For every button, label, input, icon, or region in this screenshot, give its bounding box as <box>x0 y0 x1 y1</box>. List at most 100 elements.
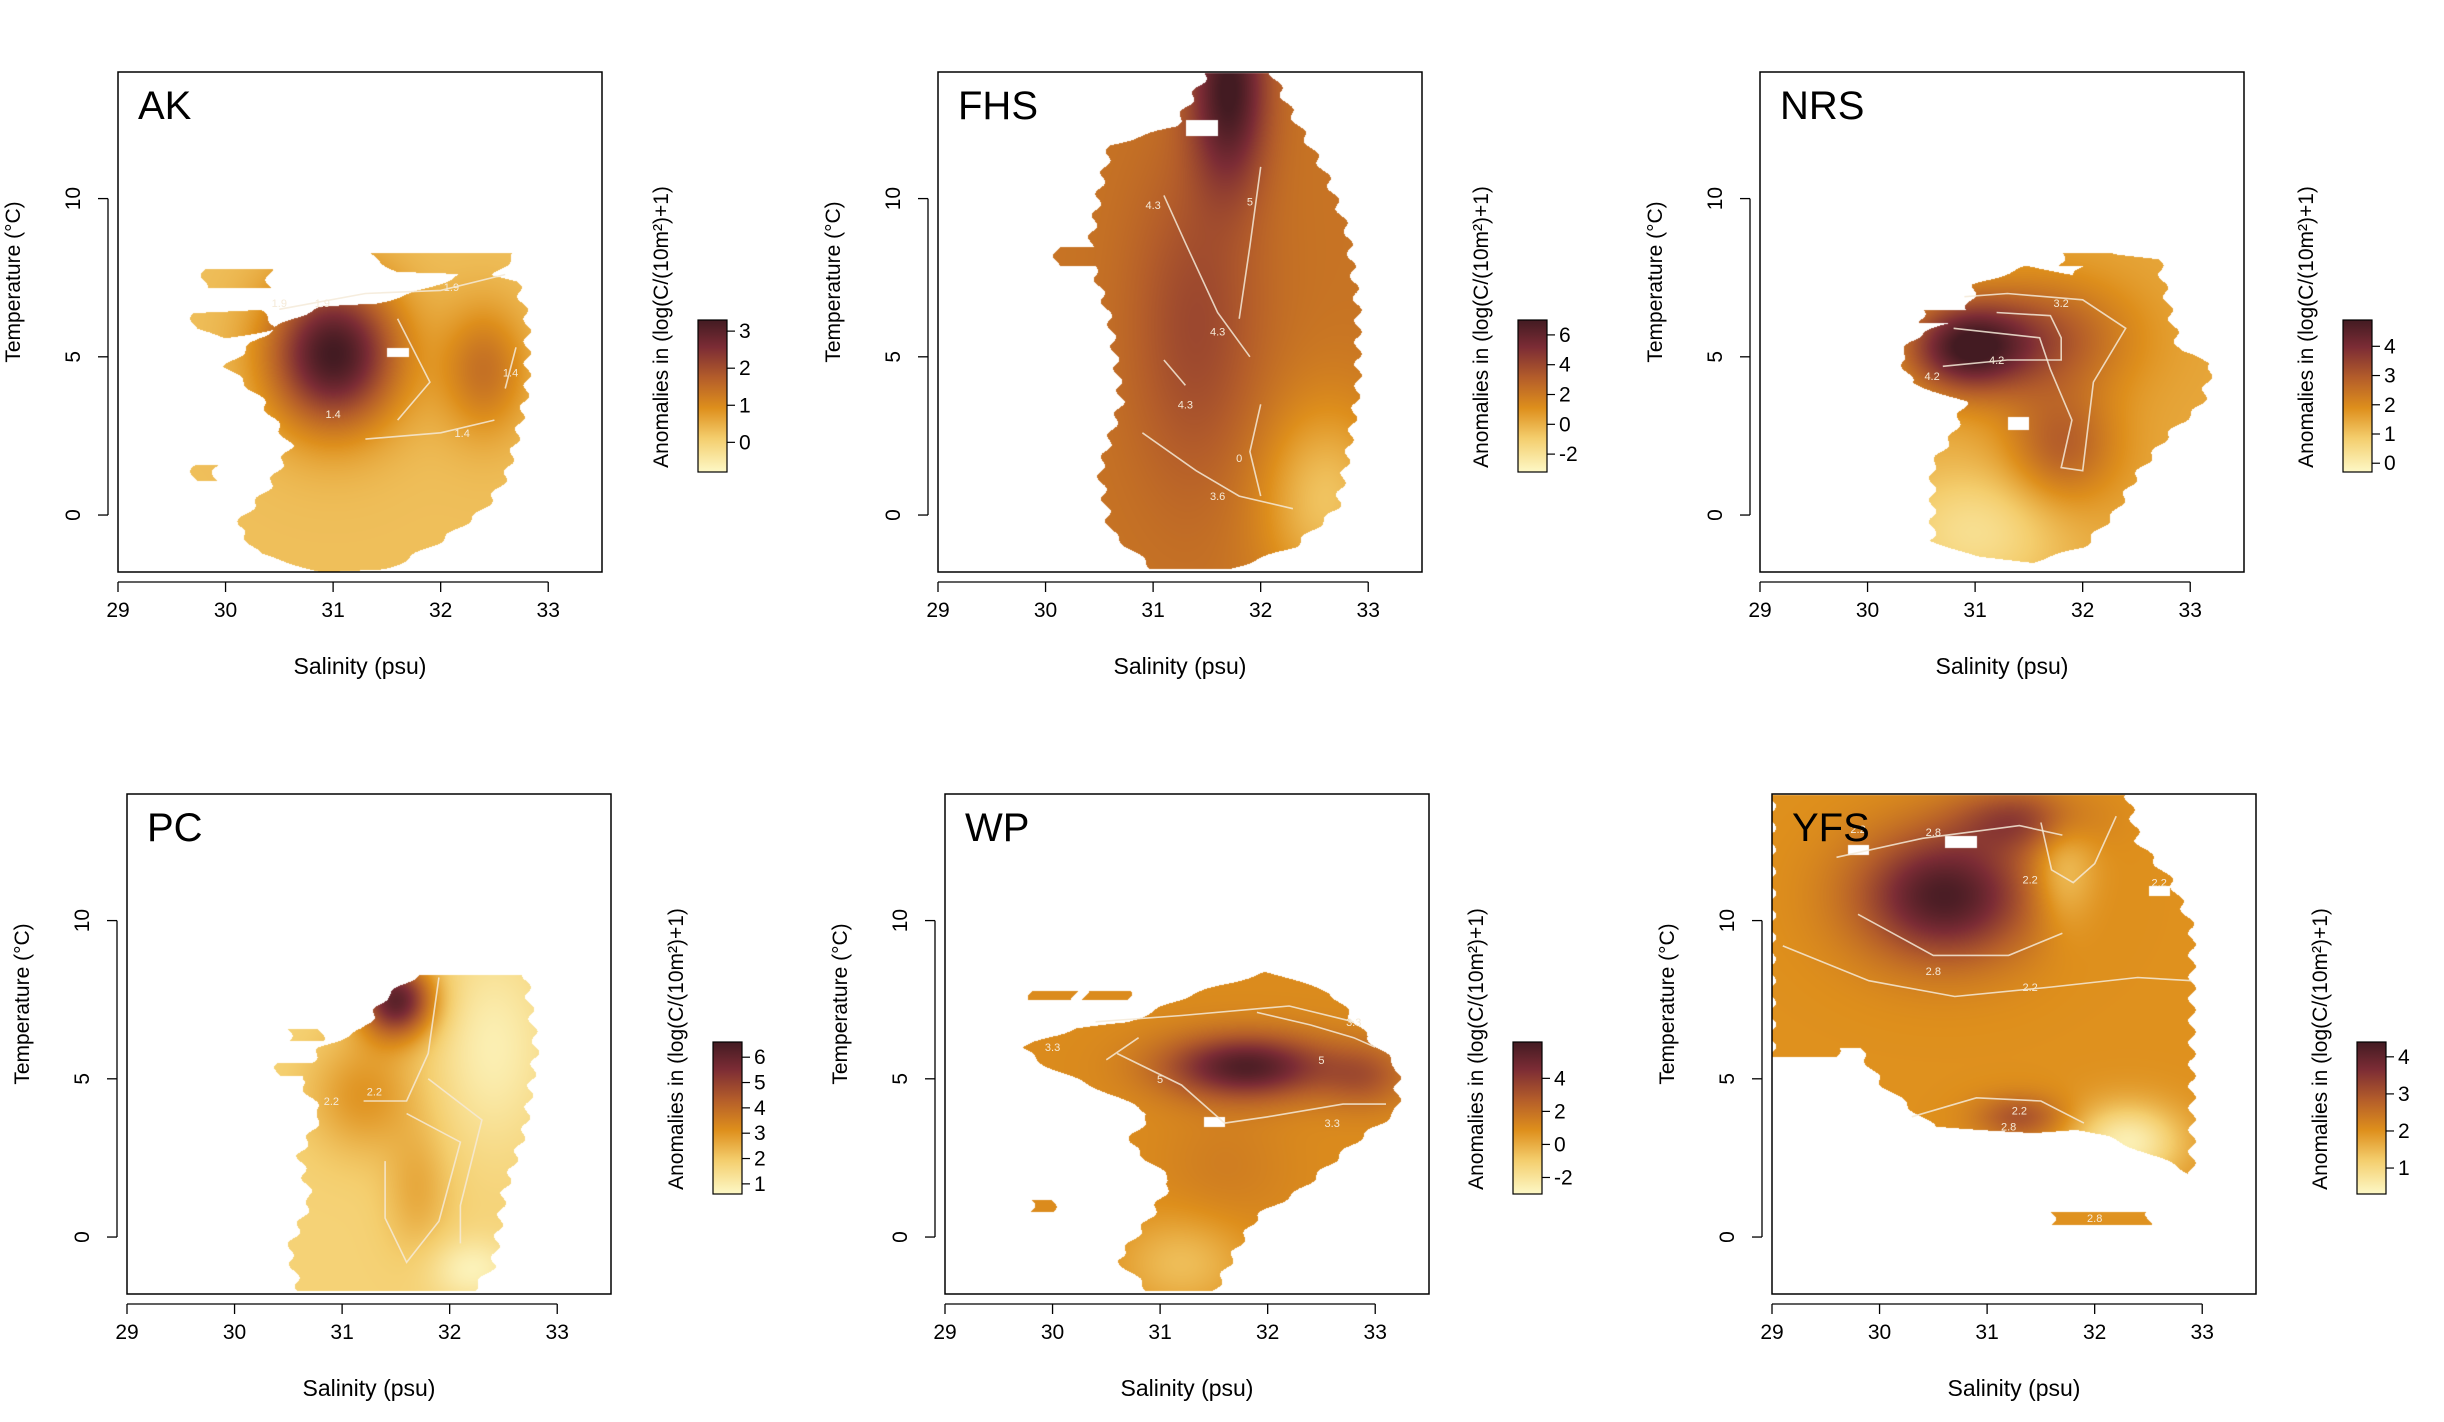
colorbar-title: Anomalies in (log(C/(10m²)+1) <box>665 908 688 1190</box>
colorbar-tick-label: 2 <box>739 357 751 380</box>
x-tick-label: 31 <box>330 1321 353 1344</box>
colorbar-tick-label: 2 <box>1559 384 1571 407</box>
y-tick-label: 5 <box>889 1073 912 1085</box>
colorbar-tick-label: 3 <box>754 1122 766 1145</box>
x-tick-label: 29 <box>926 599 949 622</box>
colorbar <box>697 319 728 473</box>
contour-line <box>1095 1005 1354 1023</box>
x-tick-label: 31 <box>1963 599 1986 622</box>
y-tick-label: 5 <box>882 351 905 363</box>
y-tick-label: 0 <box>62 509 85 521</box>
contour-label: 2.8 <box>1926 966 1941 978</box>
y-axis-title: Temperature (°C) <box>2 201 25 362</box>
x-tick-label: 31 <box>1975 1321 1998 1344</box>
heatmap-surface <box>118 72 602 572</box>
y-tick-label: 10 <box>882 187 905 210</box>
contour-label: 1.9 <box>272 298 287 310</box>
colorbar-tick-label: 2 <box>2398 1120 2410 1143</box>
x-tick-label: 32 <box>1249 599 1272 622</box>
x-tick-label: 33 <box>2179 599 2202 622</box>
y-axis-title: Temperature (°C) <box>11 923 34 1084</box>
panel-title: PC <box>147 806 203 850</box>
contour-label: 3.3 <box>1325 1118 1340 1130</box>
colorbar-title: Anomalies in (log(C/(10m²)+1) <box>1470 186 1493 468</box>
plot-frame <box>117 71 603 573</box>
y-tick-label: 0 <box>1716 1231 1739 1243</box>
contour-line <box>1163 195 1251 358</box>
colorbar-tick-label: 4 <box>2384 335 2396 358</box>
plot-frame <box>944 793 1430 1295</box>
colorbar-tick-label: 2 <box>2384 394 2396 417</box>
contour-label: 0 <box>1236 453 1242 465</box>
contour-label: 4.2 <box>1924 371 1939 383</box>
contour-label: 3.2 <box>2054 298 2069 310</box>
contour-line <box>504 347 517 389</box>
contour-label: 2.2 <box>367 1086 382 1098</box>
panel-title: NRS <box>1780 84 1864 128</box>
x-tick-label: 32 <box>429 599 452 622</box>
contour-line <box>1911 1096 2085 1124</box>
contour-line <box>1782 945 2192 998</box>
contour-label: 2.2 <box>2022 874 2037 886</box>
contour-line <box>1857 913 2063 957</box>
x-tick-label: 33 <box>2191 1321 2214 1344</box>
contour-label: 2.8 <box>2087 1213 2102 1225</box>
colorbar-title: Anomalies in (log(C/(10m²)+1) <box>2295 186 2318 468</box>
y-axis-title: Temperature (°C) <box>822 201 845 362</box>
x-tick-label: 32 <box>2083 1321 2106 1344</box>
colorbar-tick-label: 4 <box>754 1097 766 1120</box>
contour-line <box>1163 359 1187 386</box>
heatmap-surface <box>1760 72 2244 572</box>
x-axis-title: Salinity (psu) <box>1948 1375 2081 1401</box>
colorbar-tick-label: 4 <box>1554 1067 1566 1090</box>
plot-frame <box>1771 793 2257 1295</box>
colorbar-tick-label: 3 <box>2384 365 2396 388</box>
contour-label: 2.2 <box>324 1096 339 1108</box>
x-tick-label: 30 <box>1041 1321 1064 1344</box>
contour-line <box>1105 1037 1140 1061</box>
colorbar-tick-label: -2 <box>1554 1166 1573 1189</box>
x-tick-label: 33 <box>1364 1321 1387 1344</box>
colorbar-tick-label: 0 <box>1554 1133 1566 1156</box>
colorbar-tick-label: 5 <box>754 1072 766 1095</box>
x-tick-label: 29 <box>115 1321 138 1344</box>
plot-frame <box>1759 71 2245 573</box>
contour-label: 1.4 <box>503 368 518 380</box>
y-axis-title: Temperature (°C) <box>1644 201 1667 362</box>
y-tick-label: 0 <box>882 509 905 521</box>
contour-label: 4.3 <box>1210 326 1225 338</box>
y-tick-label: 5 <box>62 351 85 363</box>
x-axis-title: Salinity (psu) <box>303 1375 436 1401</box>
x-tick-label: 30 <box>214 599 237 622</box>
x-tick-label: 30 <box>1856 599 1879 622</box>
x-tick-label: 30 <box>223 1321 246 1344</box>
contour-line <box>1256 1011 1376 1048</box>
colorbar-tick-label: 2 <box>754 1148 766 1171</box>
heatmap-surface <box>938 72 1422 572</box>
panel-fhs: 4.3 5 4.3 4.3 0 3.6 FHS 29 30 31 32 33 Salinity (psu… <box>822 71 1578 679</box>
contour-label: 1.9 <box>315 298 330 310</box>
x-tick-label: 29 <box>1760 1321 1783 1344</box>
contour-line <box>1942 311 2062 368</box>
contour-label: 4.3 <box>1178 399 1193 411</box>
colorbar <box>2342 319 2373 473</box>
plot-frame <box>937 71 1423 573</box>
contour-label: 1.4 <box>455 428 470 440</box>
contour-line <box>396 318 431 421</box>
contour-label: 2.8 <box>2001 1121 2016 1133</box>
colorbar <box>712 1041 743 1195</box>
contour-line <box>365 419 495 440</box>
contour-label: 3.3 <box>1045 1042 1060 1054</box>
colorbar-tick-label: 6 <box>754 1046 766 1069</box>
contour-line <box>1141 432 1294 510</box>
x-tick-label: 29 <box>1748 599 1771 622</box>
contour-label: 1.4 <box>325 409 340 421</box>
y-tick-label: 0 <box>1704 509 1727 521</box>
colorbar-tick-label: 4 <box>2398 1046 2410 1069</box>
colorbar-tick-label: 1 <box>754 1173 766 1196</box>
panel-wp: 3.3 3.3 5 5 3.3 WP 29 30 31 32 33 Salinity (psu) 0 5 1… <box>829 793 1573 1401</box>
